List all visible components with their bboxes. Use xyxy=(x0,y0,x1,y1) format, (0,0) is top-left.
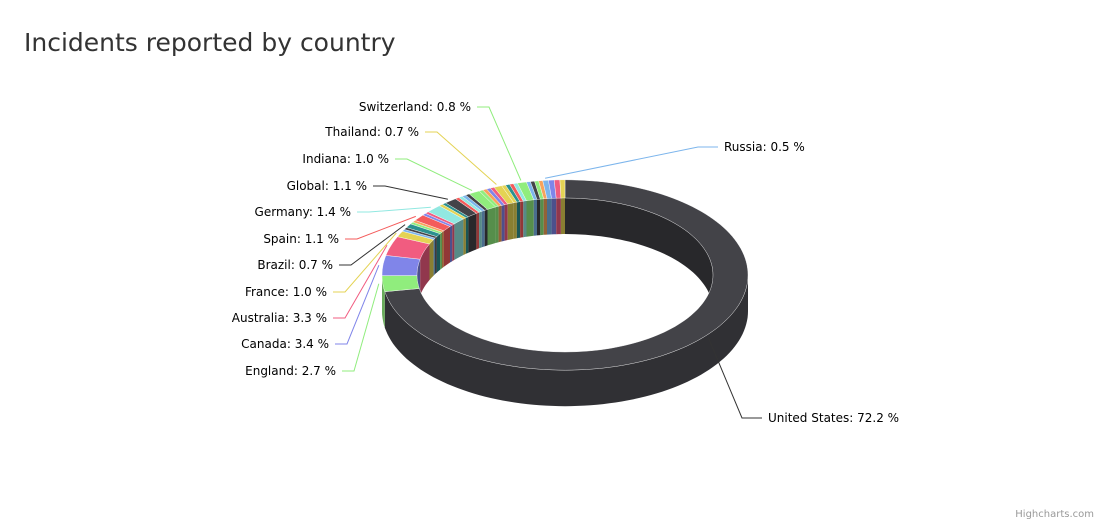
connector-brazil xyxy=(339,224,406,266)
slice-inner-wall xyxy=(433,238,436,276)
slice-inner-wall xyxy=(420,244,430,296)
slice-outer-wall xyxy=(382,275,385,328)
connector-germany xyxy=(357,206,431,213)
slice-inner-wall xyxy=(468,213,477,253)
data-label-global: Global: 1.1 % xyxy=(287,179,367,193)
slice-small[interactable] xyxy=(559,179,566,199)
slice-inner-wall xyxy=(454,219,464,260)
chart-title: Incidents reported by country xyxy=(24,28,396,57)
data-label-brazil: Brazil: 0.7 % xyxy=(257,258,333,272)
data-label-united-states: United States: 72.2 % xyxy=(768,411,899,425)
connector-russia xyxy=(544,146,718,179)
slice-inner-wall xyxy=(440,232,442,270)
donut-tops xyxy=(381,179,749,371)
slice-inner-wall xyxy=(533,199,537,236)
slice-inner-wall xyxy=(543,198,547,235)
slice-inner-wall xyxy=(556,198,561,235)
slice-inner-wall xyxy=(443,226,450,267)
slice-inner-wall xyxy=(452,223,455,262)
data-label-switzerland: Switzerland: 0.8 % xyxy=(359,100,471,114)
slice-inner-wall xyxy=(450,225,453,263)
slice-inner-wall xyxy=(537,199,541,236)
slice-inner-wall xyxy=(484,209,488,247)
data-labels: United States: 72.2 % England: 2.7 % Canad… xyxy=(232,100,899,425)
slice-inner-wall xyxy=(463,217,466,255)
slice-inner-wall xyxy=(516,201,521,239)
slice-inner-wall xyxy=(523,200,527,238)
slice-inner-wall xyxy=(479,211,482,249)
slice-inner-wall xyxy=(526,199,534,237)
connector-global xyxy=(373,185,449,200)
slice-inner-wall xyxy=(501,204,505,242)
slice-inner-wall xyxy=(435,236,437,275)
data-label-canada: Canada: 3.4 % xyxy=(241,337,329,351)
data-label-france: France: 1.0 % xyxy=(245,285,327,299)
connector-spain xyxy=(345,215,416,240)
data-label-australia: Australia: 3.3 % xyxy=(232,311,327,325)
connector-united-states xyxy=(707,337,762,419)
slice-inner-wall xyxy=(481,210,485,248)
data-label-germany: Germany: 1.4 % xyxy=(255,205,351,219)
slice-inner-wall xyxy=(520,201,524,238)
slice-inner-wall xyxy=(551,198,557,235)
connector-thailand xyxy=(425,131,497,185)
slice-inner-wall xyxy=(513,202,517,239)
connector-indiana xyxy=(395,158,473,192)
credits-link[interactable]: Highcharts.com xyxy=(1015,509,1094,520)
data-label-spain: Spain: 1.1 % xyxy=(263,232,339,246)
data-label-russia: Russia: 0.5 % xyxy=(724,140,805,154)
slice-inner-wall xyxy=(507,202,514,240)
slice-inner-wall xyxy=(442,230,444,269)
connector-switzerland xyxy=(477,106,522,181)
slice-inner-wall xyxy=(436,233,441,273)
slice-inner-wall xyxy=(504,204,508,241)
slice-inner-wall xyxy=(540,198,544,236)
data-label-indiana: Indiana: 1.0 % xyxy=(302,152,389,166)
data-label-england: England: 2.7 % xyxy=(245,364,336,378)
connector-australia xyxy=(333,244,388,319)
connector-france xyxy=(333,232,397,293)
slice-inner-wall xyxy=(498,205,502,243)
connector-england xyxy=(342,283,380,372)
slice-inner-wall xyxy=(487,207,496,246)
donut-sides xyxy=(382,198,748,407)
slice-outer-wall xyxy=(384,275,748,407)
slice-inner-wall xyxy=(429,239,434,280)
connector-canada xyxy=(335,265,380,345)
slice-inner-wall xyxy=(495,206,499,243)
slice-inner-wall xyxy=(547,198,552,235)
slice-inner-wall xyxy=(476,212,480,250)
slice-inner-wall xyxy=(560,198,565,235)
data-label-thailand: Thailand: 0.7 % xyxy=(324,125,419,139)
slice-inner-wall xyxy=(565,198,713,311)
slice-inner-wall xyxy=(465,216,469,254)
